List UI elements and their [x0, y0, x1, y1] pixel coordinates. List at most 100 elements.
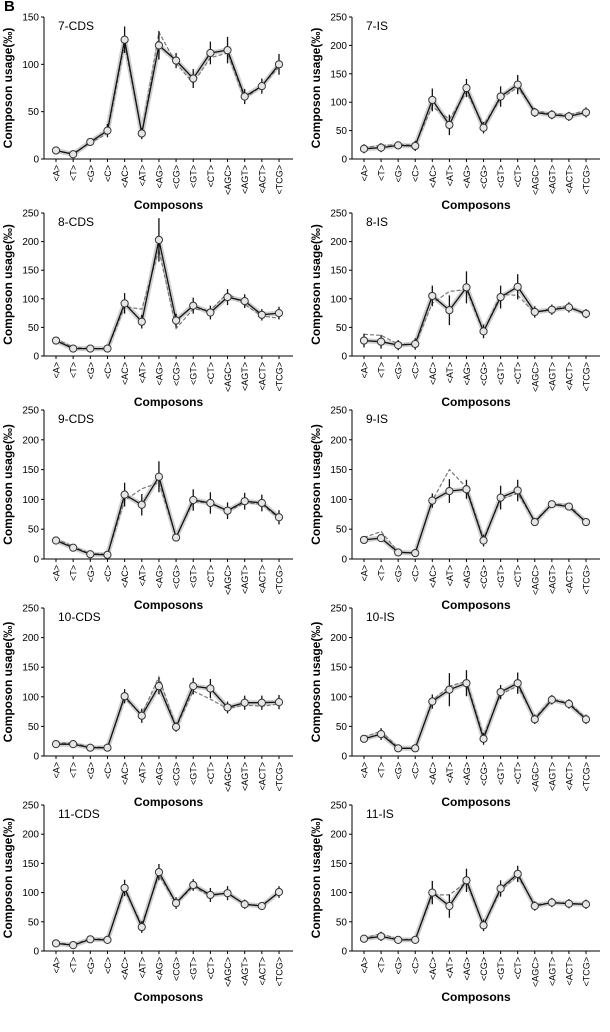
y-tick-label: 150	[22, 465, 39, 476]
x-tick-label: <A>	[52, 762, 62, 779]
data-point	[103, 126, 112, 135]
x-tick-label: <AC>	[428, 565, 438, 588]
y-axis-title: Composon usage(‰)	[309, 424, 323, 545]
x-tick-label: <CT>	[513, 362, 523, 385]
y-tick-label: 50	[28, 107, 40, 118]
y-tick-label: 250	[22, 209, 39, 220]
x-tick-label: <AGT>	[240, 165, 250, 194]
x-tick-label: <AC>	[428, 362, 438, 385]
data-point	[223, 703, 232, 712]
y-tick-label: 50	[28, 323, 40, 334]
y-tick-label: 0	[341, 947, 347, 958]
data-point	[547, 898, 556, 907]
data-point	[206, 308, 215, 317]
y-tick-label: 200	[330, 41, 347, 52]
x-tick-label: <AGC>	[530, 565, 540, 595]
x-tick-label: <CT>	[206, 565, 216, 588]
data-point	[359, 734, 369, 743]
x-tick-label: <T>	[377, 762, 387, 778]
data-point	[137, 317, 146, 326]
x-tick-label: <CG>	[172, 565, 182, 589]
x-tick-label: <AGT>	[547, 762, 557, 791]
y-tick-label: 100	[330, 495, 347, 506]
data-point	[411, 744, 420, 753]
data-point	[154, 41, 164, 50]
data-point	[274, 513, 284, 522]
x-tick-label: <AG>	[462, 165, 472, 189]
x-tick-label: <ACT>	[564, 362, 574, 391]
data-point	[428, 95, 437, 105]
series-band	[53, 869, 282, 948]
data-point	[513, 869, 522, 879]
data-point	[206, 498, 215, 508]
data-point	[547, 305, 556, 314]
data-point	[445, 120, 454, 130]
x-tick-label: <G>	[394, 957, 404, 975]
x-tick-label: <AGT>	[240, 762, 250, 791]
y-tick-label: 200	[22, 435, 39, 446]
x-tick-label: <AT>	[445, 762, 455, 783]
x-tick-label: <C>	[103, 762, 113, 779]
x-tick-label: <CG>	[479, 762, 489, 786]
x-axis-title: Composons	[441, 598, 511, 612]
y-tick-label: 50	[336, 323, 348, 334]
y-tick-label: 200	[330, 633, 347, 644]
data-point	[479, 327, 488, 336]
x-tick-label: <AT>	[137, 762, 147, 783]
data-point	[171, 722, 181, 732]
data-point	[154, 682, 164, 691]
data-point	[394, 744, 403, 753]
data-point	[171, 533, 181, 542]
y-tick-label: 150	[330, 859, 347, 870]
y-tick-label: 150	[330, 465, 347, 476]
data-point	[189, 682, 198, 691]
data-point	[359, 934, 369, 943]
data-point	[69, 150, 78, 159]
x-tick-label: <AG>	[462, 565, 472, 589]
x-tick-label: <G>	[86, 957, 96, 975]
data-point	[274, 698, 284, 707]
y-tick-label: 200	[330, 830, 347, 841]
data-point	[154, 868, 164, 877]
y-tick-label: 200	[22, 237, 39, 248]
x-axis-title: Composons	[441, 198, 511, 212]
data-point	[530, 108, 539, 117]
x-tick-label: <AC>	[428, 165, 438, 188]
data-point	[86, 743, 95, 752]
chart-title: 11-IS	[366, 807, 394, 821]
y-axis-title: Composon usage(‰)	[309, 818, 323, 939]
x-axis-title: Composons	[441, 795, 511, 809]
data-point	[496, 92, 505, 101]
data-point	[445, 901, 454, 911]
y-tick-label: 150	[22, 663, 39, 674]
data-point	[428, 697, 437, 706]
x-tick-label: <CT>	[206, 957, 216, 980]
data-point	[120, 35, 129, 44]
y-tick-label: 0	[33, 352, 39, 363]
chart-title: 8-IS	[366, 215, 388, 229]
data-point	[564, 699, 574, 709]
data-point	[394, 548, 403, 557]
y-tick-label: 250	[330, 801, 347, 812]
x-tick-label: <T>	[69, 165, 79, 181]
chart-9-cds: 0 50 100 150 200 250 <A> <T> <G> <C> <AC> <AT> <AG> <…	[1, 406, 293, 612]
data-point	[411, 935, 420, 945]
y-tick-label: 150	[330, 663, 347, 674]
x-tick-label: <A>	[360, 165, 370, 182]
x-tick-label: <A>	[360, 565, 370, 582]
data-point	[257, 498, 266, 508]
y-tick-label: 250	[22, 406, 39, 417]
x-tick-label: <ACT>	[564, 762, 574, 791]
x-tick-label: <AT>	[137, 165, 147, 186]
y-tick-label: 200	[330, 237, 347, 248]
data-point	[189, 301, 198, 310]
chart-9-is: 0 50 100 150 200 250 <A> <T> <G> <C> <AC> <AT> <AG> <…	[309, 406, 600, 612]
chart-title: 10-CDS	[58, 610, 101, 624]
data-point	[240, 900, 249, 909]
chart-11-is: 0 50 100 150 200 250 <A> <T> <G> <C> <AC> <AT> <AG> <…	[309, 801, 600, 1004]
data-point	[359, 144, 369, 153]
x-tick-label: <CG>	[172, 165, 182, 189]
data-point	[274, 60, 284, 69]
